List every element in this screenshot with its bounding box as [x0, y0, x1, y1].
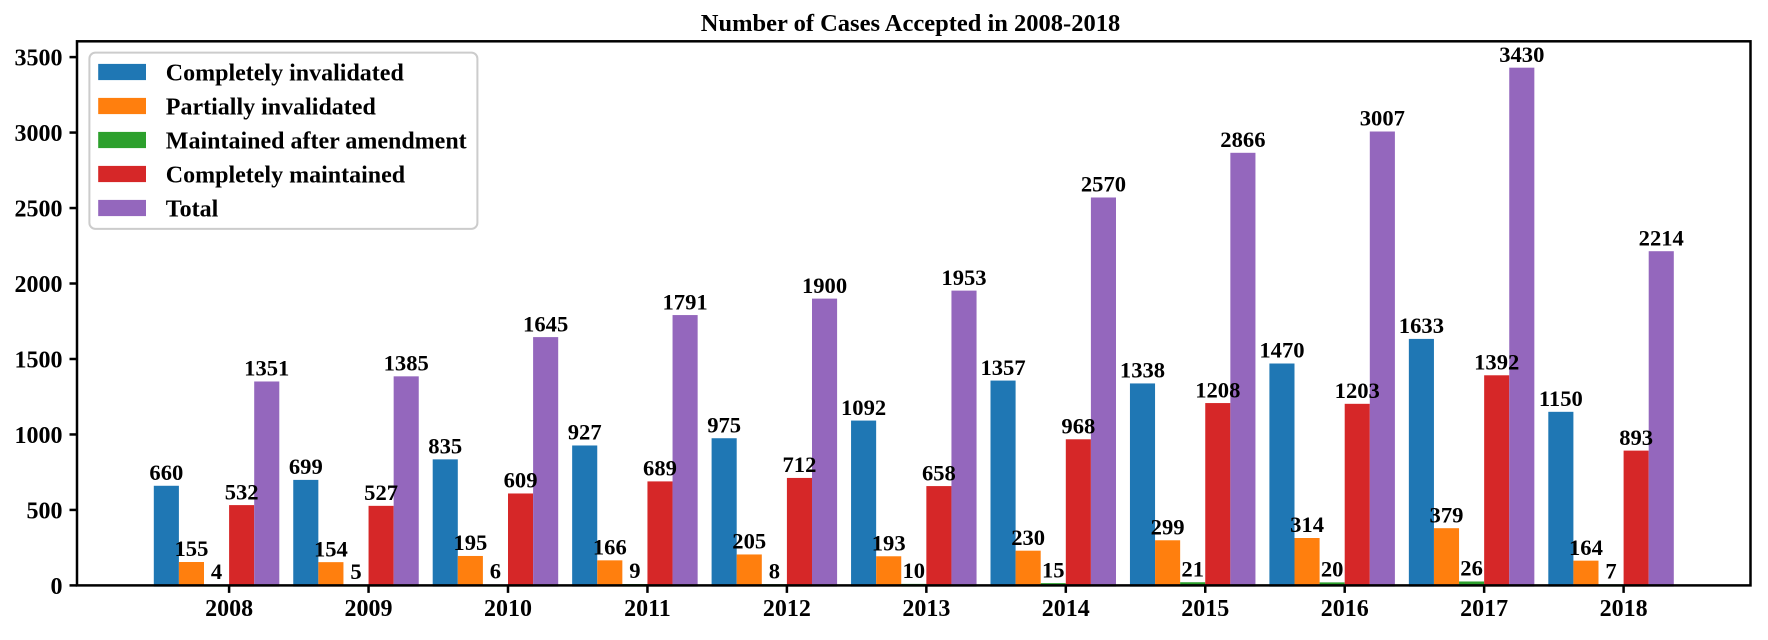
svg-text:166: 166 — [593, 535, 627, 560]
svg-text:1900: 1900 — [802, 273, 847, 298]
svg-text:2500: 2500 — [15, 197, 63, 223]
svg-text:2008: 2008 — [205, 596, 253, 622]
svg-text:Maintained after amendment: Maintained after amendment — [166, 128, 467, 154]
svg-text:532: 532 — [225, 479, 259, 504]
svg-text:1092: 1092 — [841, 395, 886, 420]
svg-text:1500: 1500 — [15, 348, 63, 374]
svg-text:1392: 1392 — [1474, 349, 1519, 374]
svg-text:712: 712 — [783, 452, 817, 477]
svg-text:314: 314 — [1290, 512, 1324, 537]
svg-text:1645: 1645 — [523, 311, 568, 336]
svg-text:6: 6 — [490, 559, 501, 584]
svg-text:835: 835 — [428, 434, 462, 459]
svg-text:4: 4 — [211, 559, 222, 584]
svg-text:2012: 2012 — [763, 596, 811, 622]
svg-text:Total: Total — [166, 196, 219, 222]
svg-text:1470: 1470 — [1259, 338, 1304, 363]
svg-text:3500: 3500 — [15, 46, 63, 72]
svg-text:1203: 1203 — [1335, 378, 1380, 403]
svg-text:1351: 1351 — [244, 356, 289, 381]
svg-text:658: 658 — [922, 460, 956, 485]
svg-text:15: 15 — [1042, 557, 1065, 582]
svg-text:527: 527 — [364, 480, 398, 505]
svg-text:2000: 2000 — [15, 272, 63, 298]
svg-text:2214: 2214 — [1639, 225, 1684, 250]
svg-text:1357: 1357 — [980, 355, 1025, 380]
svg-text:975: 975 — [707, 412, 741, 437]
svg-text:660: 660 — [149, 460, 183, 485]
svg-text:2014: 2014 — [1042, 596, 1090, 622]
svg-text:7: 7 — [1605, 559, 1616, 584]
svg-text:2010: 2010 — [484, 596, 532, 622]
svg-text:193: 193 — [872, 530, 906, 555]
svg-text:0: 0 — [51, 574, 63, 600]
svg-text:205: 205 — [732, 529, 766, 554]
svg-text:1150: 1150 — [1539, 386, 1583, 411]
svg-text:2018: 2018 — [1600, 596, 1648, 622]
svg-text:2015: 2015 — [1181, 596, 1229, 622]
svg-text:968: 968 — [1061, 413, 1095, 438]
svg-text:3430: 3430 — [1499, 42, 1544, 67]
svg-text:Completely maintained: Completely maintained — [166, 162, 406, 188]
svg-text:2570: 2570 — [1081, 172, 1126, 197]
svg-text:164: 164 — [1569, 535, 1603, 560]
svg-text:699: 699 — [289, 454, 323, 479]
svg-text:10: 10 — [903, 558, 926, 583]
svg-text:2013: 2013 — [902, 596, 950, 622]
svg-text:154: 154 — [314, 536, 348, 561]
svg-text:927: 927 — [568, 420, 602, 445]
svg-text:1633: 1633 — [1399, 313, 1444, 338]
svg-text:2011: 2011 — [624, 596, 671, 622]
svg-text:689: 689 — [643, 456, 677, 481]
svg-text:2009: 2009 — [345, 596, 393, 622]
svg-text:155: 155 — [175, 536, 209, 561]
svg-text:893: 893 — [1619, 425, 1653, 450]
svg-text:20: 20 — [1321, 557, 1344, 582]
svg-text:Completely invalidated: Completely invalidated — [166, 60, 405, 86]
svg-text:3000: 3000 — [15, 121, 63, 147]
svg-text:609: 609 — [504, 468, 538, 493]
svg-text:9: 9 — [629, 558, 640, 583]
svg-text:1208: 1208 — [1195, 377, 1240, 402]
svg-text:21: 21 — [1181, 556, 1204, 581]
svg-text:Partially invalidated: Partially invalidated — [166, 94, 377, 120]
svg-text:230: 230 — [1011, 525, 1045, 550]
svg-text:1385: 1385 — [384, 351, 429, 376]
svg-text:299: 299 — [1151, 514, 1185, 539]
svg-text:2016: 2016 — [1321, 596, 1369, 622]
svg-text:3007: 3007 — [1360, 106, 1405, 131]
svg-text:500: 500 — [27, 499, 63, 525]
svg-text:5: 5 — [350, 559, 361, 584]
svg-text:195: 195 — [453, 530, 487, 555]
svg-text:379: 379 — [1430, 502, 1464, 527]
svg-text:1791: 1791 — [663, 289, 708, 314]
svg-text:1000: 1000 — [15, 423, 63, 449]
svg-text:Number of Cases Accepted in 20: Number of Cases Accepted in 2008-2018 — [701, 10, 1120, 37]
svg-text:8: 8 — [769, 558, 780, 583]
svg-text:1338: 1338 — [1120, 358, 1165, 383]
svg-text:26: 26 — [1460, 556, 1483, 581]
svg-text:2866: 2866 — [1220, 127, 1265, 152]
svg-text:2017: 2017 — [1460, 596, 1508, 622]
svg-text:1953: 1953 — [941, 265, 986, 290]
